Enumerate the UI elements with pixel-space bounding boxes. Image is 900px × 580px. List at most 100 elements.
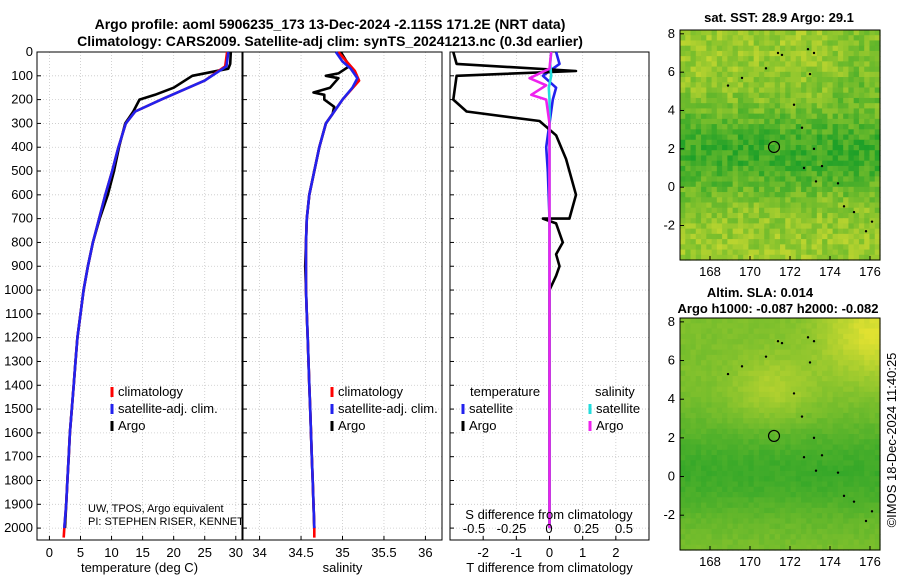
sst-map-cell	[743, 176, 750, 183]
sla-map-cell	[795, 439, 802, 446]
sst-map-cell	[848, 134, 855, 141]
sst-map-cell	[858, 71, 865, 78]
sst-map-cell	[748, 40, 755, 47]
sst-map-cell	[695, 249, 702, 256]
sla-map-cell	[837, 476, 844, 483]
sla-map-cell	[848, 539, 855, 546]
sst-map-cell	[685, 134, 692, 141]
sst-map-cell	[732, 249, 739, 256]
sla-map-cell	[864, 434, 871, 440]
sla-map-cell	[706, 497, 713, 504]
sla-map-cell	[790, 386, 797, 393]
sst-map-cell	[680, 192, 686, 198]
sst-map-cell	[822, 56, 828, 62]
sla-map-cell	[801, 407, 807, 414]
sst-map-cell	[685, 145, 692, 151]
sst-map-cell	[832, 139, 839, 146]
sst-map-cell	[806, 176, 813, 183]
sst-map-cell	[843, 186, 850, 193]
sst-map-cell	[832, 212, 839, 219]
sst-map-cell	[853, 171, 860, 177]
sst-map-cell	[743, 30, 750, 36]
sla-map-cell	[874, 418, 881, 425]
sst-map-cell	[827, 181, 834, 188]
sla-map-cell	[822, 412, 828, 419]
sla-map-cell	[837, 344, 844, 351]
sst-map-cell	[737, 197, 744, 204]
sst-map-cell	[701, 40, 707, 47]
sst-map-cell	[743, 50, 750, 57]
sla-map-cell	[864, 349, 871, 356]
sst-map-cell	[869, 50, 876, 57]
sst-map-cell	[706, 30, 713, 36]
temperature-legend-label: climatology	[118, 384, 184, 399]
sst-map-cell	[716, 228, 723, 235]
sla-map-cell	[827, 518, 834, 525]
sla-map-cell	[758, 349, 765, 356]
sst-map-cell	[690, 134, 697, 141]
sst-map-cell	[716, 176, 723, 183]
sst-map-cell	[711, 249, 718, 256]
sst-map-cell	[848, 176, 855, 183]
sst-map-cell	[827, 113, 834, 120]
sst-map-cell	[727, 207, 734, 214]
sst-map-cell	[690, 244, 697, 251]
sst-map-cell	[832, 192, 839, 198]
sla-map-cell	[706, 534, 713, 541]
sla-map-cell	[743, 333, 750, 340]
sla-map-cell	[737, 418, 744, 425]
sst-map-cell	[869, 244, 876, 251]
sla-map-cell	[727, 513, 734, 519]
sst-map-cell	[848, 50, 855, 57]
sla-map-cell	[706, 444, 713, 451]
sla-map-cell	[753, 518, 760, 525]
sla-map-cell	[743, 381, 750, 388]
sst-map-cell	[801, 92, 807, 99]
sst-map-cell	[801, 171, 807, 177]
sla-map-cell	[758, 333, 765, 340]
sst-map-cell	[780, 124, 786, 130]
sla-map-cell	[695, 328, 702, 335]
sst-map-cell	[843, 108, 850, 115]
sla-map-cell	[806, 528, 813, 535]
sla-map-cell	[701, 333, 707, 340]
sst-map-cell	[737, 165, 744, 172]
sla-map-cell	[848, 455, 855, 461]
sla-map-cell	[790, 497, 797, 504]
sst-map-cell	[716, 233, 723, 240]
sst-map-cell	[680, 50, 686, 57]
sst-map-cell	[743, 202, 750, 209]
sst-map-frame	[679, 29, 881, 261]
sst-map-cell	[758, 61, 765, 68]
sla-map-cell	[816, 476, 823, 483]
sla-map-cell	[853, 381, 860, 388]
sla-map-cell	[769, 428, 776, 435]
sst-map-cell	[832, 160, 839, 167]
sla-map-cell	[832, 333, 839, 340]
sla-map-cell	[790, 486, 797, 493]
sst-map-cell	[780, 97, 786, 104]
sst-map-cell	[758, 118, 765, 125]
depth-tick-label: 400	[11, 139, 33, 154]
sst-map-cell	[701, 207, 707, 214]
depth-tick-label: 1900	[4, 496, 33, 511]
sla-map-cell	[864, 507, 871, 514]
sst-map-cell	[706, 165, 713, 172]
sst-map-cell	[832, 30, 839, 36]
sla-map-cell	[737, 365, 744, 372]
sla-map-cell	[701, 449, 707, 456]
sst-map-cell	[853, 155, 860, 162]
sla-map-cell	[685, 412, 692, 419]
sst-map-cell	[801, 244, 807, 251]
sla-map-cell	[869, 465, 876, 472]
sla-map-cell	[748, 502, 755, 509]
sla-map-cell	[685, 470, 692, 477]
sst-map-cell	[722, 77, 728, 83]
sst-map-cell	[737, 212, 744, 219]
sst-map-cell	[874, 223, 881, 230]
sst-map-cell	[758, 197, 765, 204]
sla-map-cell	[864, 381, 871, 388]
sst-map-cell	[785, 129, 792, 136]
sla-map-cell	[811, 507, 818, 514]
sla-map-cell	[711, 391, 718, 398]
